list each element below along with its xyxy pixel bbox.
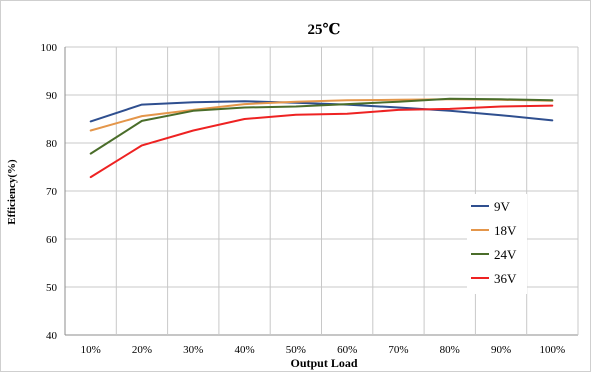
x-tick-label: 70% bbox=[388, 344, 408, 356]
x-tick-label: 50% bbox=[286, 344, 306, 356]
series-layer bbox=[89, 97, 554, 179]
y-tick-label: 60 bbox=[46, 234, 58, 246]
series-line-9v bbox=[89, 100, 554, 123]
x-tick-label: 40% bbox=[234, 344, 254, 356]
x-tick-label: 80% bbox=[440, 344, 460, 356]
legend-label: 9V bbox=[494, 199, 511, 214]
legend-label: 36V bbox=[494, 271, 517, 286]
x-tick-labels: 10% 20% 30% 40% 50% 60% 70% 80% 90% 100% bbox=[81, 344, 566, 356]
y-tick-label: 80 bbox=[46, 138, 58, 150]
series-line-24v bbox=[89, 97, 554, 155]
y-tick-label: 40 bbox=[46, 330, 58, 342]
y-tick-label: 70 bbox=[46, 186, 58, 198]
y-axis-label: Efficiency(%) bbox=[6, 159, 18, 225]
x-tick-label: 20% bbox=[132, 344, 152, 356]
y-tick-label: 90 bbox=[46, 90, 58, 102]
legend-label: 18V bbox=[494, 223, 517, 238]
y-tick-label: 50 bbox=[46, 282, 58, 294]
grid-layer bbox=[64, 46, 579, 336]
x-tick-label: 60% bbox=[337, 344, 357, 356]
x-tick-label: 90% bbox=[491, 344, 511, 356]
x-tick-label: 30% bbox=[183, 344, 203, 356]
chart-title: 25℃ bbox=[308, 22, 341, 38]
x-tick-label: 10% bbox=[81, 344, 101, 356]
x-tick-label: 100% bbox=[540, 344, 566, 356]
series-line-36v bbox=[89, 104, 554, 179]
x-axis-label: Output Load bbox=[290, 356, 357, 370]
y-tick-label: 100 bbox=[41, 42, 58, 54]
y-tick-labels: 40 50 60 70 80 90 100 bbox=[41, 42, 58, 342]
legend-label: 24V bbox=[494, 247, 517, 262]
legend: 9V 18V 24V 36V bbox=[467, 194, 527, 294]
